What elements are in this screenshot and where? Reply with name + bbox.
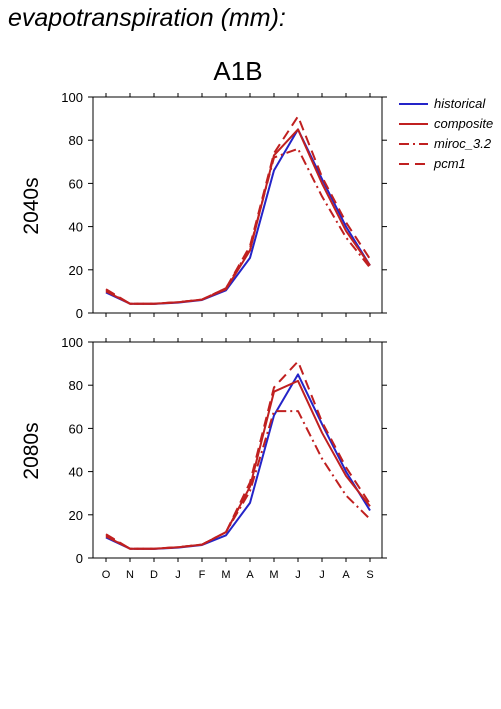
x-tick-label: J — [175, 569, 181, 581]
y-tick-label: 80 — [69, 378, 83, 393]
y-tick-label: 80 — [69, 133, 83, 148]
series-line-historical — [105, 373, 371, 550]
series-line-historical — [105, 128, 371, 305]
y-tick-label: 20 — [69, 508, 83, 523]
legend: historical composite miroc_3.2 pcm1 — [398, 95, 501, 175]
y-tick-label: 40 — [69, 220, 83, 235]
legend-swatch-composite — [399, 123, 428, 125]
legend-item-composite: composite — [398, 115, 501, 135]
series-line-composite — [105, 379, 371, 550]
y-tick-label: 100 — [61, 90, 83, 105]
x-tick-label: N — [126, 569, 134, 581]
y-tick-label: 0 — [76, 306, 83, 321]
x-tick-label: D — [150, 569, 158, 581]
panel-label-2080s: 2080s — [20, 422, 43, 480]
y-tick-label: 60 — [69, 176, 83, 191]
y-tick-label: 100 — [61, 335, 83, 350]
x-tick-label: M — [221, 569, 230, 581]
x-tick-label: S — [366, 569, 373, 581]
series-line-miroc-3-2 — [105, 410, 371, 550]
legend-item-historical: historical — [398, 95, 501, 115]
x-tick-label: J — [319, 569, 325, 581]
legend-item-miroc: miroc_3.2 — [398, 135, 501, 155]
series-line-pcm1 — [105, 360, 371, 550]
panel-label-2040s: 2040s — [20, 177, 43, 235]
x-tick-label: M — [269, 569, 278, 581]
legend-label-historical: historical — [434, 96, 486, 111]
y-tick-label: 40 — [69, 465, 83, 480]
x-tick-label: O — [102, 569, 111, 581]
y-tick-label: 60 — [69, 421, 83, 436]
x-tick-label: J — [295, 569, 301, 581]
legend-swatch-pcm1 — [399, 163, 428, 165]
y-tick-label: 0 — [76, 551, 83, 566]
y-tick-label: 20 — [69, 263, 83, 278]
legend-swatch-miroc — [399, 143, 428, 145]
x-tick-label: F — [199, 569, 206, 581]
legend-label-pcm1: pcm1 — [434, 156, 466, 171]
x-tick-label: A — [342, 569, 350, 581]
x-tick-label: A — [246, 569, 254, 581]
legend-swatch-historical — [399, 103, 428, 105]
series-line-miroc-3-2 — [105, 147, 371, 305]
legend-item-pcm1: pcm1 — [398, 155, 501, 175]
series-line-pcm1 — [105, 115, 371, 305]
plot-frame-2080s — [92, 341, 383, 559]
page-title: evapotranspiration (mm): — [8, 4, 286, 32]
chart-title: A1B — [213, 56, 263, 86]
legend-label-composite: composite — [434, 116, 494, 131]
series-line-composite — [105, 128, 371, 305]
plot-frame-2040s — [92, 96, 383, 314]
legend-label-miroc: miroc_3.2 — [434, 136, 492, 151]
